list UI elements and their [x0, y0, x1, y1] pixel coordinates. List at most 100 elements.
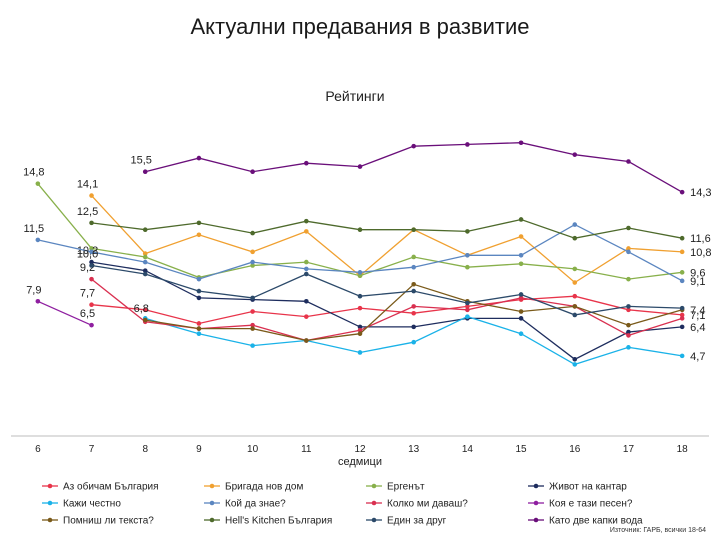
series-line [37, 300, 92, 326]
data-point [357, 293, 363, 299]
data-point [626, 304, 631, 309]
data-point [250, 169, 255, 175]
data-point [304, 266, 309, 272]
data-point [679, 249, 685, 255]
data-label: 10,8 [690, 247, 711, 259]
data-point [518, 217, 524, 222]
data-point [572, 304, 578, 309]
legend-label: Живот на кантар [549, 482, 627, 493]
legend-label: Един за друг [387, 516, 447, 527]
legend-label: Коя е тази песен? [549, 499, 633, 510]
legend-label: Кой да знае? [225, 499, 286, 510]
data-point [142, 317, 148, 323]
data-point [465, 300, 470, 306]
data-point [304, 259, 309, 265]
data-point [465, 314, 470, 319]
x-tick-label: 8 [142, 444, 148, 455]
data-point [518, 234, 524, 239]
series-line [91, 295, 683, 325]
data-point [142, 271, 148, 277]
data-point [250, 343, 255, 348]
data-point [357, 305, 363, 311]
data-point [142, 307, 148, 313]
data-point [250, 259, 255, 265]
data-point [357, 350, 363, 355]
data-point [250, 326, 255, 331]
data-label: 7,4 [690, 305, 705, 317]
legend-marker [371, 517, 377, 523]
data-point [679, 324, 685, 330]
data-point [679, 312, 685, 318]
data-point [142, 254, 148, 260]
data-point [518, 309, 524, 314]
data-point [89, 322, 94, 328]
x-tick-label: 6 [35, 444, 41, 455]
data-point [411, 288, 416, 294]
source-note: Източник: ГАРБ, всички 18-64 [609, 527, 706, 534]
legend-label: Кажи честно [63, 499, 121, 510]
data-point [196, 276, 202, 282]
legend-marker [47, 517, 53, 523]
data-point [196, 220, 202, 226]
data-point [357, 227, 363, 232]
data-point [196, 331, 202, 337]
data-point [142, 268, 148, 273]
x-tick-label: 16 [569, 444, 581, 455]
data-point [89, 246, 94, 251]
data-point [304, 314, 309, 319]
data-point [626, 345, 631, 350]
data-point [465, 229, 470, 234]
x-axis-label: седмици [338, 456, 382, 468]
data-point [357, 324, 363, 330]
data-point [89, 276, 94, 282]
data-point [250, 263, 255, 268]
data-point [250, 249, 255, 255]
x-tick-label: 18 [677, 444, 689, 455]
data-point [518, 292, 524, 297]
data-label: 9,6 [690, 267, 705, 279]
data-label: 11,6 [690, 233, 711, 245]
data-point [679, 278, 685, 284]
data-point [572, 222, 578, 227]
data-point [411, 254, 416, 260]
data-label: 6,4 [690, 322, 705, 334]
data-point [626, 159, 631, 164]
data-point [572, 362, 578, 367]
data-point [357, 327, 363, 333]
chart-subtitle: Рейтинги [325, 88, 385, 104]
legend-marker [47, 500, 53, 506]
x-tick-label: 9 [196, 444, 202, 455]
data-label: 7,9 [26, 284, 41, 296]
data-point [679, 235, 685, 241]
legend-label: Hell's Kitchen България [225, 516, 332, 527]
data-point [465, 264, 470, 270]
data-point [411, 339, 416, 345]
data-point [35, 181, 41, 186]
data-point [304, 271, 309, 277]
legend-marker [533, 483, 539, 489]
data-point [357, 331, 363, 337]
data-point [196, 288, 202, 294]
data-point [142, 251, 148, 256]
data-point [196, 295, 202, 301]
data-point [518, 331, 524, 337]
data-point [572, 235, 578, 241]
data-point [411, 324, 416, 330]
data-point [572, 312, 578, 318]
series-line [145, 142, 683, 193]
data-point [518, 295, 524, 301]
data-point [411, 143, 416, 149]
series-line [91, 261, 683, 361]
data-point [35, 237, 41, 243]
data-point [679, 305, 685, 311]
data-label: 9,1 [690, 276, 705, 288]
data-point [679, 316, 685, 321]
data-point [626, 307, 631, 313]
data-point [465, 307, 470, 313]
legend-marker [47, 483, 53, 489]
data-point [626, 225, 631, 231]
data-point [626, 329, 631, 335]
data-point [89, 220, 94, 226]
data-label: 7,7 [80, 288, 95, 300]
